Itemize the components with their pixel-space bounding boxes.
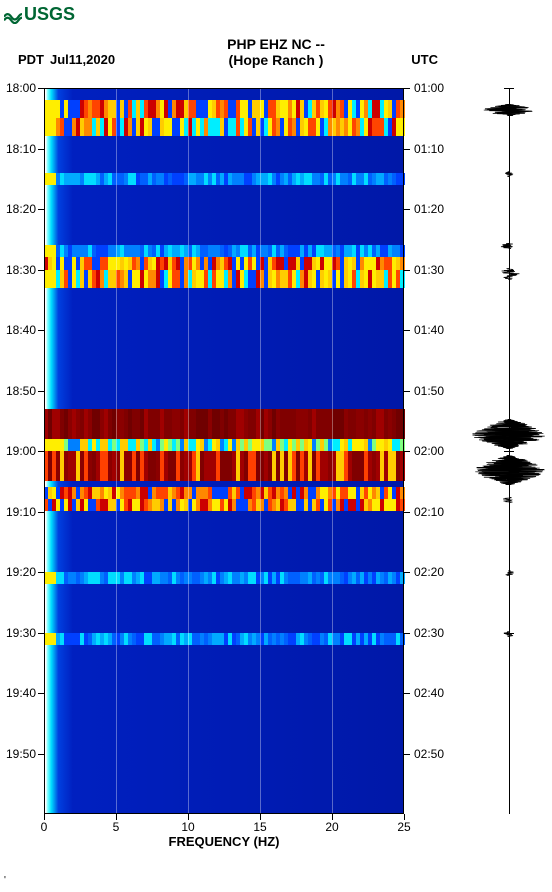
ytick-mark	[38, 330, 44, 331]
waveform-event	[470, 270, 548, 282]
ytick-left-label: 19:30	[0, 626, 36, 640]
ytick-mark	[38, 693, 44, 694]
ytick-right-label: 01:40	[414, 323, 444, 337]
spectral-band	[44, 118, 404, 136]
ytick-mark	[404, 572, 410, 573]
spectral-band	[44, 451, 404, 481]
ytick-left-label: 18:10	[0, 142, 36, 156]
spectral-band	[44, 572, 404, 584]
spectral-band	[44, 245, 404, 257]
ytick-mark	[404, 693, 410, 694]
wave-icon	[4, 6, 22, 24]
ytick-right-label: 02:30	[414, 626, 444, 640]
ytick-right-label: 01:00	[414, 81, 444, 95]
grid-line	[116, 88, 117, 814]
ytick-right-label: 01:10	[414, 142, 444, 156]
ytick-left-label: 18:00	[0, 81, 36, 95]
waveform-event	[470, 106, 548, 118]
ytick-mark	[404, 451, 410, 452]
xtick-label: 10	[181, 820, 194, 834]
ytick-mark	[404, 391, 410, 392]
ytick-mark	[404, 512, 410, 513]
xtick-label: 0	[41, 820, 48, 834]
waveform-event	[470, 572, 548, 578]
waveform-event	[470, 499, 548, 505]
ytick-right-label: 01:30	[414, 263, 444, 277]
spectral-band	[44, 487, 404, 499]
xtick-label: 15	[253, 820, 266, 834]
spectral-band	[44, 499, 404, 511]
grid-line	[332, 88, 333, 814]
logo-text: USGS	[24, 4, 75, 25]
spectral-band	[44, 270, 404, 288]
ytick-left-label: 19:50	[0, 747, 36, 761]
ytick-left-label: 18:30	[0, 263, 36, 277]
ytick-mark	[38, 391, 44, 392]
footer-mark: '	[4, 875, 6, 886]
ytick-right-label: 01:20	[414, 202, 444, 216]
ytick-mark	[38, 633, 44, 634]
date-label: Jul11,2020	[50, 52, 115, 67]
ytick-left-label: 18:20	[0, 202, 36, 216]
ytick-mark	[38, 512, 44, 513]
ytick-right-label: 01:50	[414, 384, 444, 398]
ytick-right-label: 02:50	[414, 747, 444, 761]
ytick-mark	[404, 754, 410, 755]
waveform-event	[470, 173, 548, 179]
ytick-mark	[38, 209, 44, 210]
left-timezone-label: PDT	[18, 52, 44, 67]
spectral-band	[44, 100, 404, 118]
spectral-band	[44, 173, 404, 185]
waveform-event	[470, 421, 548, 451]
waveform-tick	[504, 88, 514, 89]
spectral-band	[44, 633, 404, 645]
ytick-mark	[404, 270, 410, 271]
ytick-mark	[404, 633, 410, 634]
grid-line	[188, 88, 189, 814]
waveform-tick	[504, 633, 514, 634]
ytick-right-label: 02:20	[414, 565, 444, 579]
ytick-left-label: 19:20	[0, 565, 36, 579]
ytick-right-label: 02:00	[414, 444, 444, 458]
ytick-mark	[38, 451, 44, 452]
ytick-mark	[38, 88, 44, 89]
waveform-tick	[504, 451, 514, 452]
ytick-left-label: 19:00	[0, 444, 36, 458]
ytick-mark	[38, 754, 44, 755]
ytick-left-label: 18:40	[0, 323, 36, 337]
waveform-tick	[504, 270, 514, 271]
ytick-left-label: 18:50	[0, 384, 36, 398]
waveform-event	[470, 245, 548, 251]
title-station: PHP EHZ NC --	[0, 36, 552, 52]
right-timezone-label: UTC	[411, 52, 438, 67]
xtick-label: 25	[397, 820, 410, 834]
x-axis-label: FREQUENCY (HZ)	[44, 834, 404, 849]
waveform-panel	[470, 88, 548, 814]
ytick-mark	[404, 330, 410, 331]
ytick-right-label: 02:40	[414, 686, 444, 700]
xtick-label: 5	[113, 820, 120, 834]
ytick-right-label: 02:10	[414, 505, 444, 519]
ytick-left-label: 19:40	[0, 686, 36, 700]
xtick-label: 20	[325, 820, 338, 834]
grid-line	[260, 88, 261, 814]
spectrogram-plot	[44, 88, 404, 814]
ytick-mark	[38, 149, 44, 150]
ytick-mark	[404, 88, 410, 89]
ytick-left-label: 19:10	[0, 505, 36, 519]
spectral-band	[44, 409, 404, 439]
ytick-mark	[38, 572, 44, 573]
waveform-event	[470, 457, 548, 487]
ytick-mark	[38, 270, 44, 271]
usgs-logo: USGS	[4, 4, 75, 25]
ytick-mark	[404, 149, 410, 150]
ytick-mark	[404, 209, 410, 210]
